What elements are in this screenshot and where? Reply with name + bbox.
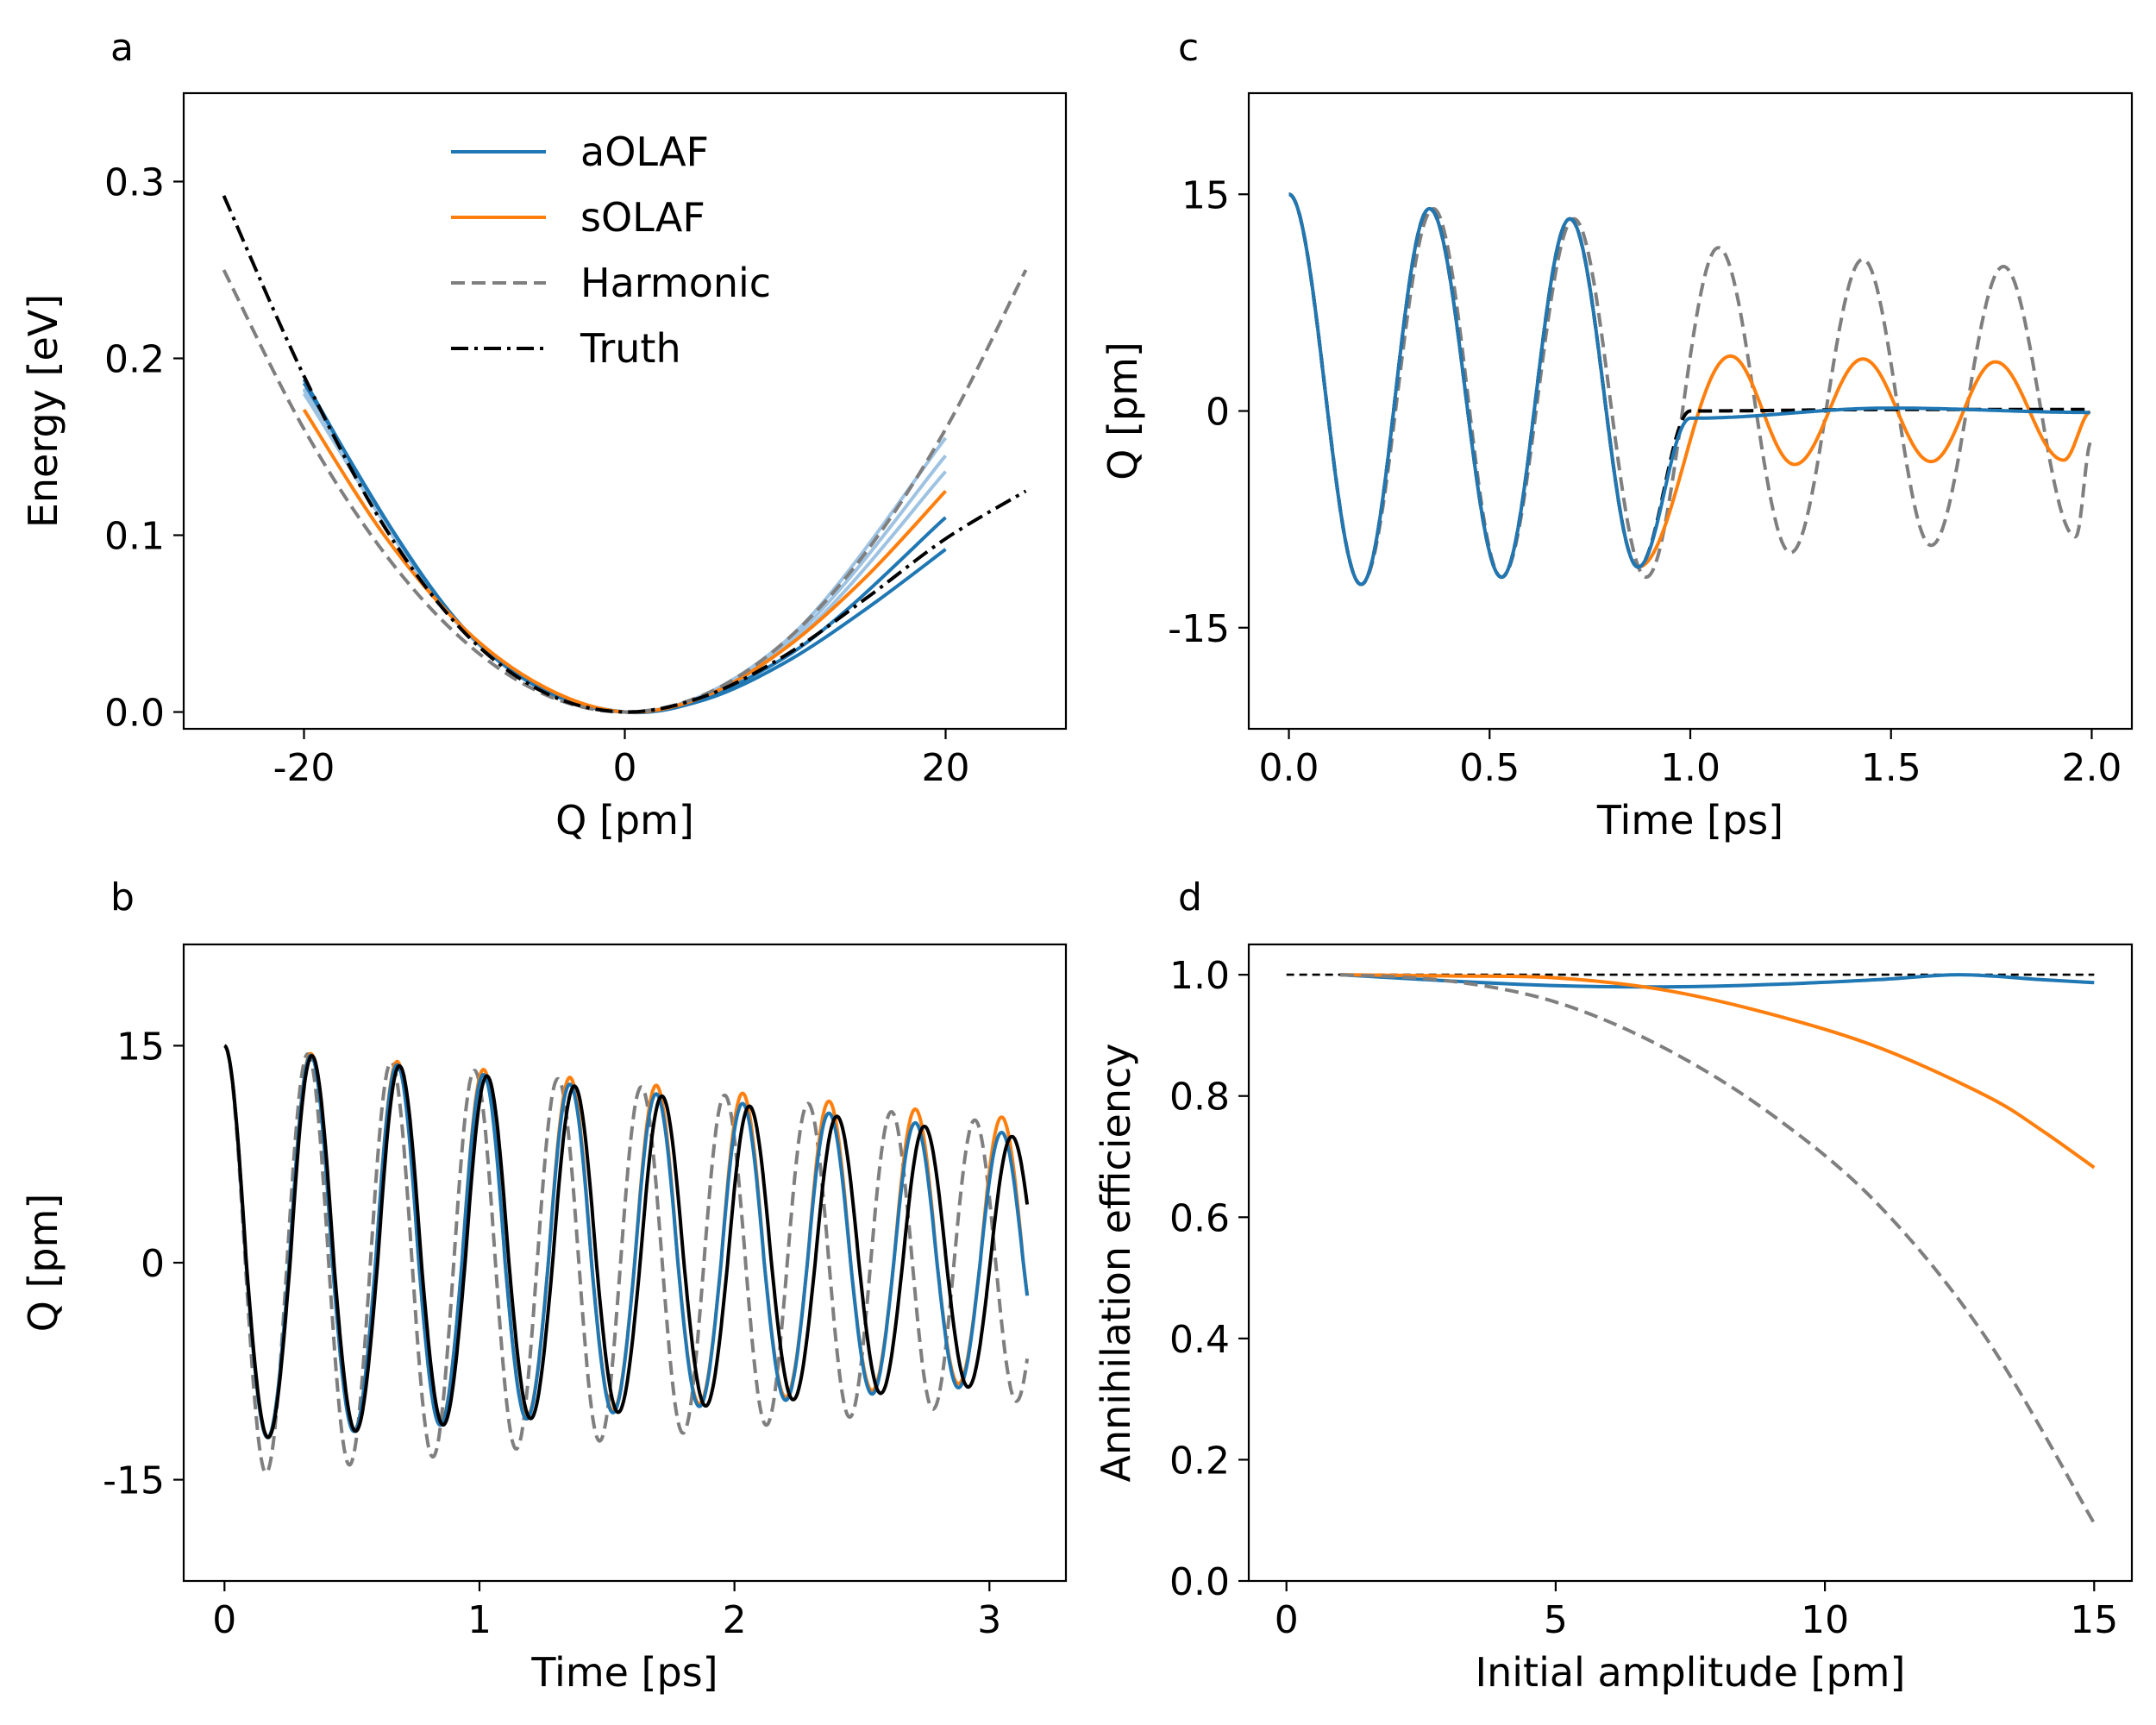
x-tick-label: 1 <box>467 1598 492 1642</box>
series-line-harmonic <box>222 269 1028 714</box>
x-tick-label: 1.5 <box>1861 746 1921 790</box>
x-axis-label: Time [ps] <box>1596 797 1783 844</box>
axes-frame <box>182 943 1068 1583</box>
panel-a-energy-chart: -20 0 20 0.0 0.1 0.2 0.3 Q [pm] Energy [eV] aOLAF… <box>20 91 1068 844</box>
y-axis-label: Q [pm] <box>1100 342 1146 480</box>
y-axis-label: Annihilation efficiency <box>1093 1043 1139 1482</box>
axes-frame <box>182 91 1068 731</box>
axes-frame <box>1247 943 2134 1583</box>
series-line-truth <box>223 1044 1030 1440</box>
y-axis-label: Q [pm] <box>20 1194 66 1333</box>
y-tick-label: 0.1 <box>104 515 165 559</box>
x-tick-label: 0 <box>1275 1598 1299 1642</box>
x-tick-label: 0 <box>613 746 637 790</box>
y-tick-label: 15 <box>1181 173 1230 217</box>
x-axis-label: Q [pm] <box>555 797 694 844</box>
panel-letter-c: c <box>1178 26 1199 70</box>
legend-label: sOLAF <box>580 194 705 241</box>
legend-label: Truth <box>580 325 681 372</box>
panel-letter-d: d <box>1178 875 1202 919</box>
panel-letter-b: b <box>110 875 135 919</box>
x-tick-label: 0 <box>212 1598 236 1642</box>
y-tick-label: -15 <box>103 1459 165 1503</box>
series-line-harmonic <box>1339 973 2096 1525</box>
series-line-solaf <box>1340 973 2096 1170</box>
series-line-solaf <box>302 408 947 714</box>
legend: aOLAF sOLAF Harmonic Truth <box>451 129 771 372</box>
axes-frame <box>1247 91 2134 731</box>
y-tick-label: 0.0 <box>1169 1560 1230 1604</box>
series-line-aolaf <box>1288 192 2090 586</box>
x-tick-label: 2.0 <box>2061 746 2122 790</box>
x-tick-label: 0.5 <box>1459 746 1520 790</box>
x-tick-label: 1.0 <box>1660 746 1720 790</box>
y-tick-label: 1.0 <box>1169 954 1230 998</box>
y-tick-label: 0.4 <box>1169 1318 1230 1362</box>
y-tick-label: 15 <box>116 1025 165 1069</box>
series-line-truth <box>222 195 1027 714</box>
y-axis-label: Energy [eV] <box>20 294 66 528</box>
x-tick-label: -20 <box>273 746 335 790</box>
x-tick-label: 15 <box>2070 1598 2118 1642</box>
y-tick-label: 0.0 <box>104 692 165 736</box>
y-tick-label: 0 <box>1206 391 1230 435</box>
x-tick-label: 5 <box>1544 1598 1568 1642</box>
series-line-harmonic <box>222 1044 1030 1475</box>
x-tick-label: 10 <box>1801 1598 1849 1642</box>
y-tick-label: 0.2 <box>1169 1439 1230 1483</box>
x-axis-label: Initial amplitude [pm] <box>1476 1649 1906 1696</box>
y-tick-label: 0.2 <box>104 338 165 382</box>
y-tick-label: 0.6 <box>1169 1196 1230 1240</box>
panel-letter-a: a <box>110 26 134 70</box>
panel-d-efficiency-chart: 0 5 10 15 0.0 0.2 0.4 0.6 0.8 1.0 Initial amplitud… <box>1093 943 2134 1696</box>
y-tick-label: 0 <box>141 1242 165 1286</box>
y-tick-label: 0.8 <box>1169 1076 1230 1120</box>
panel-b-time-chart: 0 1 2 3 -15 0 15 Time [ps] Q [pm] <box>20 943 1068 1696</box>
series-line-harmonic <box>1288 192 2092 586</box>
legend-label: aOLAF <box>580 129 709 175</box>
x-tick-label: 2 <box>723 1598 747 1642</box>
y-tick-label: -15 <box>1168 607 1230 651</box>
x-tick-label: 20 <box>922 746 970 790</box>
legend-label: Harmonic <box>580 260 771 306</box>
x-axis-label: Time [ps] <box>530 1649 718 1696</box>
panel-c-time-chart: 0.0 0.5 1.0 1.5 2.0 -15 0 15 Time [ps] Q [pm] <box>1100 91 2134 844</box>
x-tick-label: 3 <box>977 1598 1001 1642</box>
y-tick-label: 0.3 <box>104 161 165 205</box>
x-tick-label: 0.0 <box>1259 746 1319 790</box>
